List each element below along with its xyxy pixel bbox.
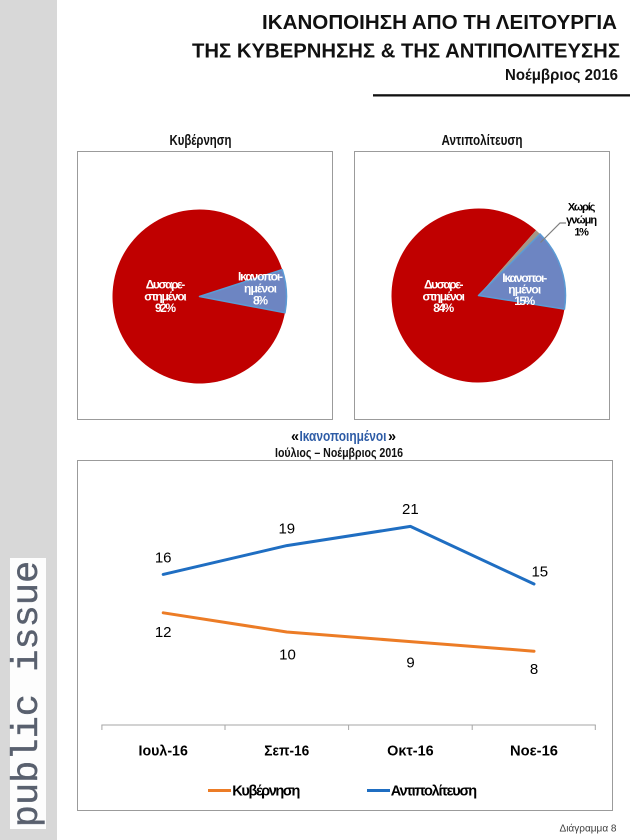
svg-text:Διάγραμμα 8: Διάγραμμα 8 [560,823,617,835]
svg-text:ΙΚΑΝΟΠΟΙΗΣΗ ΑΠΟ ΤΗ ΛΕΙΤΟΥΡΓΙΑ: ΙΚΑΝΟΠΟΙΗΣΗ ΑΠΟ ΤΗ ΛΕΙΤΟΥΡΓΙΑ [262,11,617,34]
svg-text:1%: 1% [574,227,589,239]
svg-text:Ιούλιος – Νοέμβριος 2016: Ιούλιος – Νοέμβριος 2016 [275,446,403,460]
svg-text:»: » [388,429,396,445]
svg-text:15: 15 [531,564,548,581]
svg-text:Ικανοποιημένοι: Ικανοποιημένοι [300,429,387,445]
svg-text:Οκτ-16: Οκτ-16 [387,744,434,760]
svg-text:στημένοι: στημένοι [144,289,187,303]
svg-text:15%: 15% [514,294,535,308]
svg-text:ημένοι: ημένοι [244,281,277,295]
svg-text:Νοέμβριος 2016: Νοέμβριος 2016 [505,67,618,84]
svg-text:12: 12 [155,624,172,641]
svg-text:8: 8 [530,661,538,678]
svg-text:92%: 92% [155,301,176,315]
svg-text:Ιουλ-16: Ιουλ-16 [139,744,188,760]
svg-text:Αντιπολίτευση: Αντιπολίτευση [442,133,523,149]
svg-text:Αντιπολίτευση: Αντιπολίτευση [391,784,477,800]
svg-text:στημένοι: στημένοι [422,289,465,303]
svg-text:10: 10 [279,647,296,664]
svg-text:9: 9 [406,655,414,672]
svg-text:Κυβέρνηση: Κυβέρνηση [232,784,300,800]
svg-text:Χωρίς: Χωρίς [568,202,596,214]
svg-text:16: 16 [155,550,172,567]
svg-text:Ικανοποι-: Ικανοποι- [238,269,283,283]
svg-text:19: 19 [278,521,295,538]
svg-text:«: « [291,429,299,445]
svg-text:Δυσαρε-: Δυσαρε- [146,278,186,292]
svg-text:ΤΗΣ ΚΥΒΕΡΝΗΣΗΣ & ΤΗΣ ΑΝΤΙΠΟΛΙΤ: ΤΗΣ ΚΥΒΕΡΝΗΣΗΣ & ΤΗΣ ΑΝΤΙΠΟΛΙΤΕΥΣΗΣ [192,40,620,63]
svg-text:Κυβέρνηση: Κυβέρνηση [170,133,232,149]
svg-text:Σεπ-16: Σεπ-16 [264,744,309,760]
svg-text:8%: 8% [253,293,268,307]
svg-text:21: 21 [402,501,419,518]
svg-text:84%: 84% [433,301,454,315]
svg-text:ημένοι: ημένοι [508,283,541,297]
svg-text:Ικανοποι-: Ικανοποι- [502,271,547,285]
svg-text:γνώμη: γνώμη [566,214,597,226]
svg-text:Δυσαρε-: Δυσαρε- [424,278,464,292]
svg-text:Νοε-16: Νοε-16 [510,744,558,760]
